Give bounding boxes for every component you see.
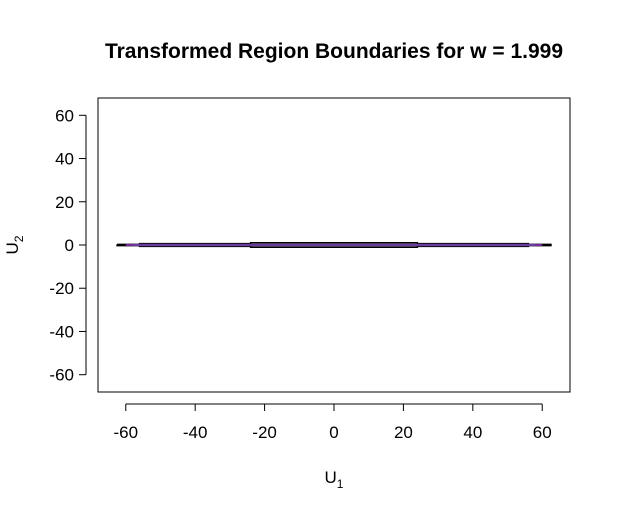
x-axis: -60 -40 -20 0 20 40 60 (113, 403, 552, 442)
series-line (116, 242, 552, 248)
y-tick-label: 40 (55, 150, 74, 169)
x-axis-label: U1 (325, 468, 344, 491)
x-axis-label-subscript: 1 (337, 477, 344, 491)
y-axis-label-main: U (3, 242, 22, 254)
y-axis-label-subscript: 2 (12, 235, 26, 242)
plot-area (116, 242, 552, 248)
x-tick-label: -20 (252, 423, 277, 442)
y-tick-label: 0 (65, 236, 74, 255)
y-tick-label: 20 (55, 193, 74, 212)
x-tick-label: -40 (183, 423, 208, 442)
x-tick-label: -60 (113, 423, 138, 442)
y-tick-label: -60 (49, 366, 74, 385)
y-tick-label: 60 (55, 106, 74, 125)
x-tick-label: 0 (329, 423, 338, 442)
x-tick-label: 40 (463, 423, 482, 442)
plot-frame (97, 97, 571, 393)
chart-title: Transformed Region Boundaries for w = 1.… (105, 40, 563, 63)
x-tick-label: 60 (533, 423, 552, 442)
y-tick-label: -40 (49, 322, 74, 341)
x-tick-label: 20 (394, 423, 413, 442)
x-axis-label-main: U (325, 468, 337, 487)
y-tick-label: -20 (49, 279, 74, 298)
y-axis-label: U2 (3, 235, 26, 254)
y-axis: 60 40 20 0 -20 -40 -60 (49, 106, 87, 385)
